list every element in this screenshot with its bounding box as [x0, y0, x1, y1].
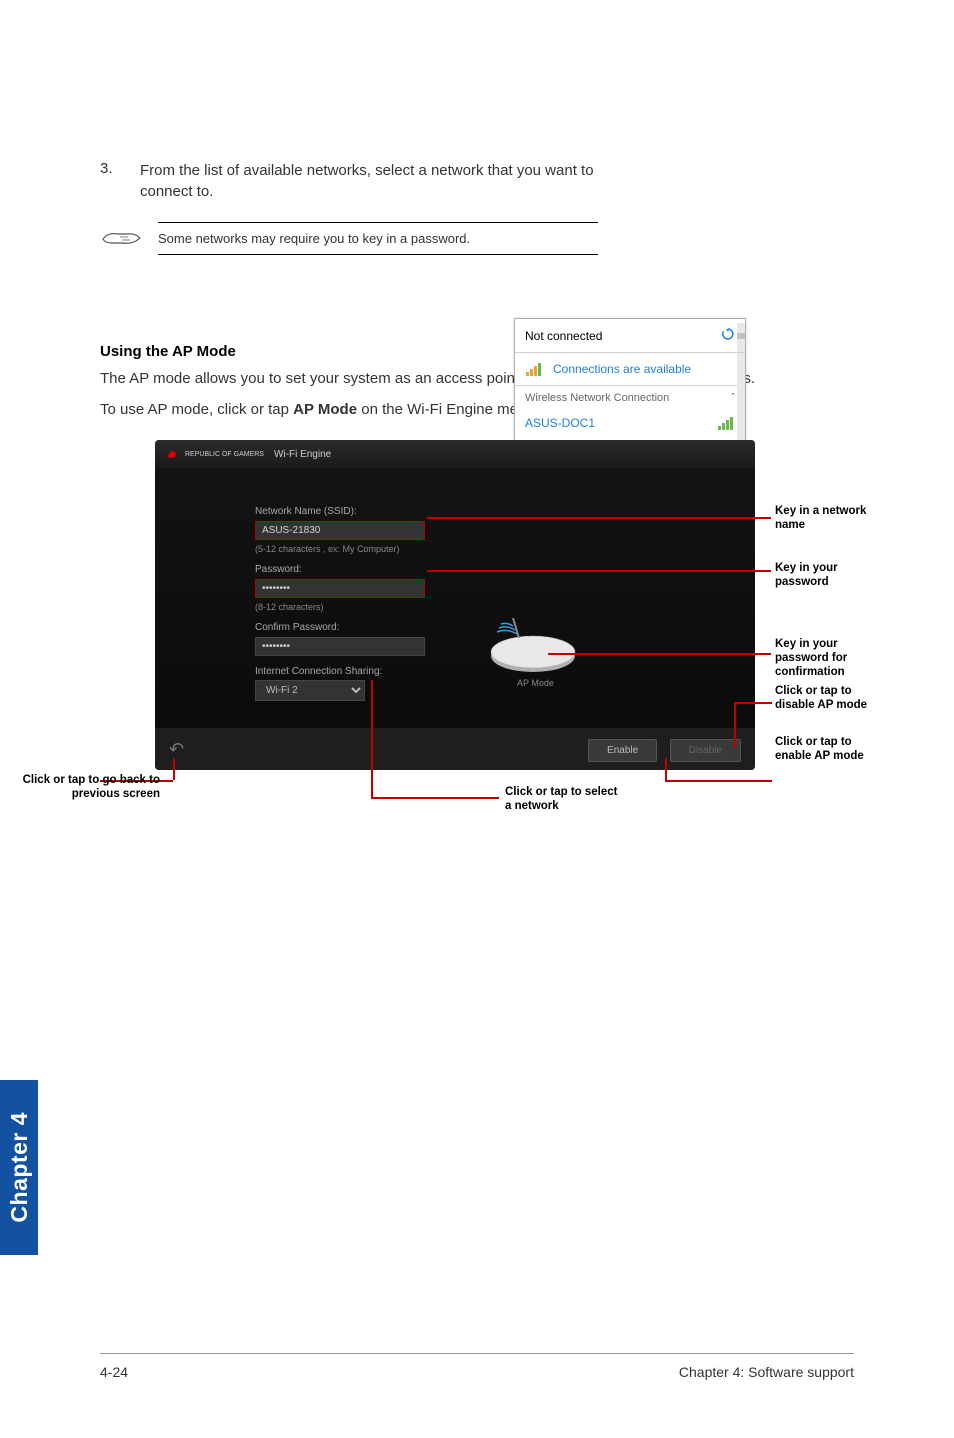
connections-available-text: Connections are available: [553, 362, 691, 376]
wireless-section-header: Wireless Network Connection ˆ: [515, 386, 745, 410]
ics-select[interactable]: Wi-Fi 2: [255, 680, 365, 701]
callout-enable: Click or tap to enable AP mode: [775, 736, 885, 764]
step-number: 3.: [100, 160, 140, 202]
router-image: [485, 608, 580, 678]
ap-mode-indicator: AP Mode: [517, 678, 554, 688]
chapter-footer-text: Chapter 4: Software support: [679, 1364, 854, 1380]
ssid-hint: (5-12 characters , ex: My Computer): [255, 544, 725, 554]
refresh-icon[interactable]: [721, 327, 735, 344]
ssid-label: Network Name (SSID):: [255, 506, 725, 517]
confirm-password-input[interactable]: [255, 637, 425, 656]
note-row: Some networks may require you to key in …: [100, 222, 620, 255]
callout-back: Click or tap to go back to previous scre…: [0, 774, 160, 802]
callout-network-name: Key in a network name: [775, 505, 890, 533]
chapter-side-tab: Chapter 4: [0, 1080, 38, 1255]
network-item[interactable]: ASUS-DOC1: [515, 410, 745, 436]
callout-password: Key in your password: [775, 562, 885, 590]
callout-confirm: Key in your password for confirmation: [775, 638, 885, 679]
not-connected-label: Not connected: [525, 329, 602, 343]
disable-button[interactable]: Disable: [670, 739, 741, 762]
back-button[interactable]: ↶: [169, 739, 184, 760]
signal-strength-icon: [717, 416, 735, 430]
numbered-step: 3. From the list of available networks, …: [100, 160, 620, 202]
ssid-input[interactable]: [255, 521, 425, 540]
page-number: 4-24: [100, 1364, 128, 1380]
wifi-engine-titlebar: REPUBLIC OF GAMERS Wi-Fi Engine: [155, 440, 755, 468]
network-item-name: ASUS-DOC1: [525, 416, 595, 430]
note-hand-icon: [100, 224, 144, 254]
collapse-icon[interactable]: ˆ: [731, 392, 735, 404]
chapter-tab-text: Chapter 4: [6, 1112, 33, 1223]
callout-select: Click or tap to select a network: [505, 786, 625, 814]
password-input[interactable]: [255, 579, 425, 598]
wifi-engine-window: REPUBLIC OF GAMERS Wi-Fi Engine Network …: [155, 440, 755, 770]
rog-logo-icon: [165, 447, 179, 461]
signal-bars-icon: [525, 361, 545, 377]
page-footer: 4-24 Chapter 4: Software support: [100, 1353, 854, 1380]
callout-disable: Click or tap to disable AP mode: [775, 685, 885, 713]
note-text: Some networks may require you to key in …: [158, 231, 598, 246]
step-text: From the list of available networks, sel…: [140, 160, 620, 202]
connections-available-row[interactable]: Connections are available: [515, 353, 745, 386]
enable-button[interactable]: Enable: [588, 739, 657, 762]
